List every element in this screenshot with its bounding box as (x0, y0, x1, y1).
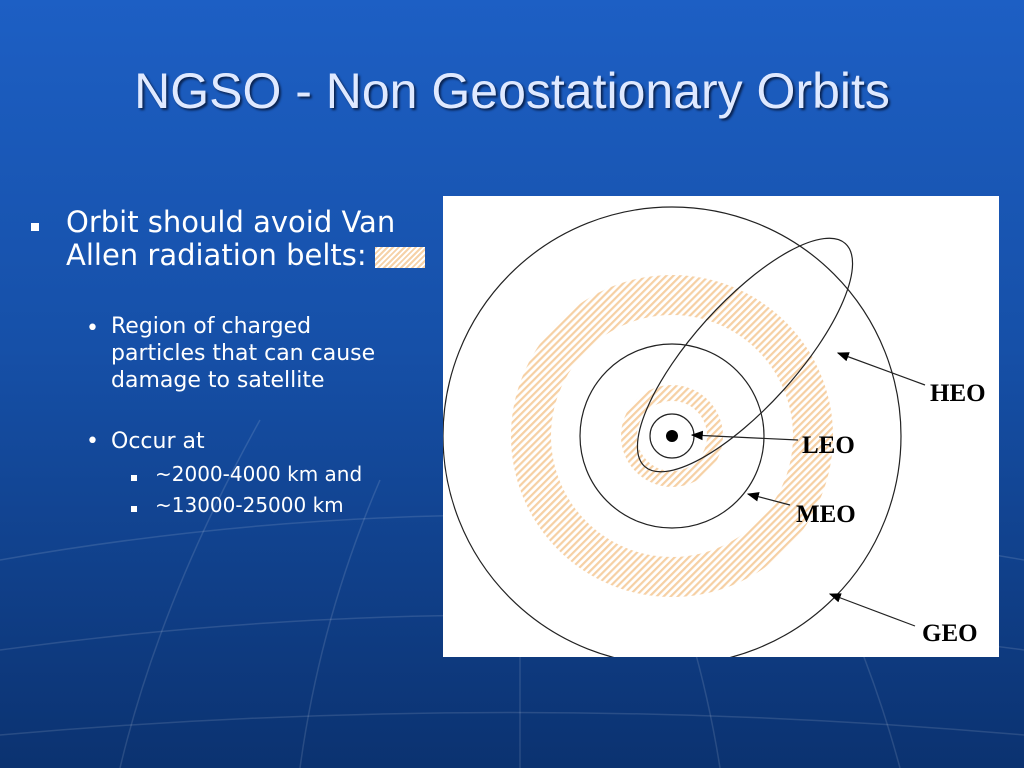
bullet-marker (131, 475, 137, 481)
outer-belt (511, 275, 833, 597)
bullet-marker: • (86, 316, 99, 341)
bullet-text: Orbit should avoid Van Allen radiation b… (66, 206, 426, 272)
bullet-marker (31, 223, 39, 231)
orbit-label: GEO (922, 620, 978, 647)
earth (666, 430, 678, 442)
arrow (828, 593, 916, 627)
bullet-marker (131, 506, 137, 512)
belt-swatch (374, 247, 425, 268)
title: NGSO - Non Geostationary Orbits (134, 63, 890, 119)
arrow (836, 352, 926, 386)
orbit-label: LEO (802, 432, 855, 459)
heo-orbit (636, 237, 854, 473)
sub-sub-bullet: ~2000-4000 km and (155, 462, 363, 486)
orbit-label: MEO (796, 501, 856, 528)
sub-bullet: Region of charged particles that can cau… (111, 314, 376, 393)
bullet-label: Orbit should avoid Van Allen radiation b… (66, 205, 396, 272)
sub-bullet: Occur at (111, 429, 205, 454)
orbit-label: HEO (930, 380, 986, 407)
meo-orbit (579, 343, 765, 529)
arrow (690, 430, 799, 441)
arrow (746, 492, 791, 506)
bullet-marker: • (86, 429, 99, 454)
geo-orbit (443, 206, 902, 657)
orbit-diagram: HEO LEO MEO GEO (443, 196, 999, 657)
sub-sub-bullet: ~13000-25000 km (155, 493, 344, 517)
